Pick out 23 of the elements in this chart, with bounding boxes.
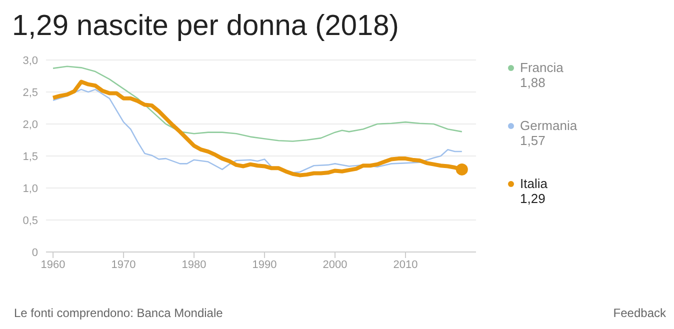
- chart-title: 1,29 nascite per donna (2018): [12, 10, 399, 43]
- y-tick-label: 2,5: [22, 86, 38, 99]
- y-tick-label: 0,5: [22, 214, 38, 227]
- text: Feedback: [613, 306, 666, 320]
- y-tick-label: 1,0: [22, 182, 38, 195]
- x-tick-label: 1970: [111, 258, 136, 271]
- text: 1,88: [520, 75, 546, 90]
- y-tick-label: 3,0: [22, 54, 38, 67]
- x-tick-label: 2000: [322, 258, 348, 271]
- x-tick-label: 1980: [182, 258, 206, 271]
- legend-label: Germania: [520, 118, 578, 133]
- y-tick-label: 0: [32, 246, 38, 259]
- legend-label: Francia: [520, 60, 564, 75]
- text: Le fonti comprendono: Banca Mondiale: [14, 306, 223, 320]
- y-tick-label: 1,5: [22, 150, 38, 163]
- x-tick-label: 1960: [40, 258, 66, 271]
- text: 1,29: [520, 191, 546, 206]
- legend-label: Italia: [520, 176, 548, 191]
- y-tick-label: 2,0: [22, 118, 38, 131]
- line-series: [52, 66, 463, 142]
- x-tick-label: 2010: [393, 258, 418, 271]
- x-tick-label: 1990: [252, 258, 277, 271]
- text: 1,57: [520, 133, 546, 148]
